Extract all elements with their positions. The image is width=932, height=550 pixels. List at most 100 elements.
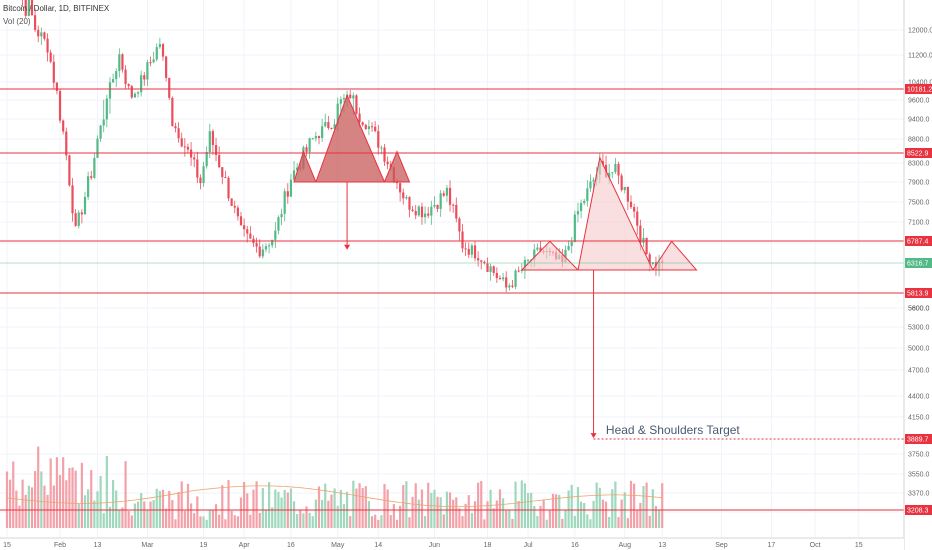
candle-body[interactable] [224, 177, 227, 179]
candle-body[interactable] [639, 225, 642, 243]
candle-body[interactable] [296, 167, 299, 171]
candle-body[interactable] [292, 170, 296, 180]
candle-body[interactable] [349, 94, 352, 99]
candle-body[interactable] [46, 38, 49, 53]
candle-body[interactable] [623, 186, 626, 191]
candle-body[interactable] [489, 266, 492, 272]
candle-body[interactable] [629, 201, 633, 208]
candle-body[interactable] [648, 254, 651, 265]
candle-body[interactable] [505, 277, 508, 288]
candle-body[interactable] [358, 113, 361, 123]
candle-body[interactable] [436, 204, 439, 209]
candle-body[interactable] [274, 230, 277, 240]
candle-body[interactable] [199, 177, 202, 184]
candle-body[interactable] [386, 161, 389, 165]
candle-body[interactable] [501, 277, 505, 280]
time-axis[interactable] [0, 538, 904, 550]
candle-body[interactable] [140, 75, 143, 93]
candle-body[interactable] [452, 204, 455, 206]
candle-body[interactable] [87, 176, 90, 197]
candle-body[interactable] [58, 90, 62, 121]
candle-body[interactable] [533, 249, 536, 260]
candle-body[interactable] [136, 92, 140, 94]
candle-body[interactable] [614, 164, 617, 173]
candle-body[interactable] [283, 191, 286, 214]
candle-body[interactable] [445, 187, 449, 196]
candle-body[interactable] [280, 213, 283, 218]
candle-body[interactable] [411, 209, 414, 211]
candle-body[interactable] [601, 161, 605, 165]
candle-body[interactable] [174, 126, 177, 129]
candle-body[interactable] [261, 249, 264, 257]
candle-body[interactable] [149, 62, 152, 64]
candle-body[interactable] [467, 248, 470, 255]
candle-body[interactable] [361, 122, 364, 125]
candle-body[interactable] [511, 285, 514, 287]
candle-body[interactable] [189, 149, 193, 158]
candle-body[interactable] [124, 69, 127, 85]
candle-body[interactable] [642, 237, 645, 243]
candle-body[interactable] [417, 206, 420, 216]
candle-body[interactable] [486, 263, 489, 272]
candle-body[interactable] [305, 147, 308, 152]
candle-body[interactable] [342, 97, 346, 100]
candle-body[interactable] [508, 285, 511, 288]
candle-body[interactable] [286, 191, 289, 197]
candle-body[interactable] [324, 122, 327, 127]
candle-body[interactable] [40, 32, 43, 37]
candle-body[interactable] [62, 120, 65, 132]
candle-body[interactable] [105, 98, 108, 120]
candle-body[interactable] [589, 181, 592, 189]
candle-body[interactable] [311, 138, 314, 140]
candle-body[interactable] [102, 119, 105, 126]
candle-body[interactable] [483, 261, 486, 264]
candle-body[interactable] [633, 207, 636, 212]
candle-body[interactable] [96, 138, 99, 158]
candle-body[interactable] [118, 54, 121, 72]
candle-body[interactable] [165, 56, 168, 78]
candle-body[interactable] [448, 187, 452, 205]
candle-body[interactable] [374, 126, 377, 132]
candle-body[interactable] [608, 172, 611, 178]
candle-body[interactable] [277, 217, 280, 231]
candle-body[interactable] [111, 79, 115, 83]
candle-body[interactable] [567, 245, 570, 250]
candle-body[interactable] [439, 193, 442, 209]
candle-body[interactable] [526, 259, 530, 261]
candle-body[interactable] [43, 32, 46, 39]
candle-body[interactable] [211, 131, 215, 146]
candle-body[interactable] [205, 151, 208, 167]
candle-body[interactable] [93, 157, 96, 178]
candle-body[interactable] [221, 167, 224, 178]
candle-body[interactable] [355, 95, 358, 114]
candle-body[interactable] [49, 52, 52, 62]
candle-body[interactable] [121, 54, 124, 70]
candle-body[interactable] [495, 272, 498, 278]
pattern-triangle[interactable] [293, 150, 317, 183]
candle-body[interactable] [317, 136, 321, 138]
candle-body[interactable] [65, 131, 68, 156]
candle-body[interactable] [155, 47, 158, 60]
candle-body[interactable] [308, 138, 311, 152]
candle-body[interactable] [576, 211, 580, 215]
candle-body[interactable] [186, 146, 190, 150]
candle-body[interactable] [130, 86, 133, 98]
candle-body[interactable] [99, 125, 102, 139]
candle-body[interactable] [455, 204, 458, 219]
pattern-triangle[interactable] [520, 240, 580, 271]
candle-body[interactable] [258, 246, 261, 257]
candle-body[interactable] [339, 99, 342, 104]
candle-body[interactable] [33, 15, 37, 30]
candle-body[interactable] [68, 155, 71, 186]
candle-body[interactable] [143, 75, 146, 80]
candle-body[interactable] [402, 192, 405, 199]
candle-body[interactable] [208, 131, 211, 152]
candle-body[interactable] [586, 188, 589, 201]
candle-body[interactable] [267, 245, 271, 247]
candle-body[interactable] [620, 175, 623, 191]
candle-body[interactable] [442, 193, 445, 196]
candle-body[interactable] [152, 59, 155, 63]
candle-body[interactable] [636, 211, 639, 226]
candle-body[interactable] [480, 260, 483, 262]
